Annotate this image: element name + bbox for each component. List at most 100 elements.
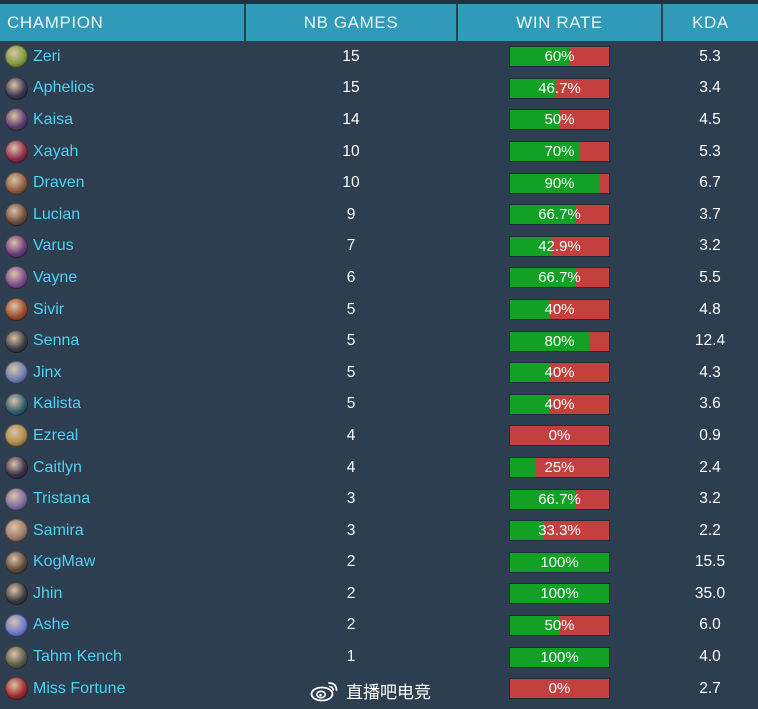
champion-name[interactable]: Kaisa (33, 110, 74, 128)
champion-name[interactable]: KogMaw (33, 553, 96, 571)
jhin-portrait-icon (5, 582, 28, 606)
header-kda[interactable]: KDA (662, 4, 758, 41)
champion-info: Lucian (0, 199, 245, 230)
champion-cell: Jinx (0, 357, 245, 389)
winrate-fill (510, 647, 609, 667)
kda-cell: 3.2 (699, 490, 721, 508)
table-row[interactable]: Jinx 5 40% 4.3 (0, 357, 758, 389)
table-row[interactable]: Jhin 2 100% 35.0 (0, 578, 758, 610)
winrate-cell: 0% (457, 673, 662, 705)
table-row[interactable]: Sivir 5 40% 4.8 (0, 294, 758, 326)
tristana-portrait-icon (5, 487, 28, 511)
kda-cell: 3.7 (699, 205, 721, 223)
champion-name[interactable]: Draven (33, 174, 85, 192)
winrate-bar: 0% (509, 425, 610, 447)
table-row[interactable]: Kaisa 14 50% 4.5 (0, 104, 758, 136)
champion-info: Draven (0, 168, 245, 199)
winrate-cell: 40% (457, 294, 662, 326)
table-row[interactable]: Samira 3 33.3% 2.2 (0, 515, 758, 547)
champion-name[interactable]: Kalista (33, 395, 82, 413)
table-row[interactable]: Caitlyn 4 25% 2.4 (0, 452, 758, 484)
table-row[interactable]: Zeri 15 60% 5.3 (0, 41, 758, 73)
winrate-bar: 42.9% (509, 235, 610, 257)
kda-cell: 3.4 (699, 79, 721, 97)
sivir-portrait-icon (5, 298, 28, 322)
kda-cell: 35.0 (694, 584, 726, 602)
champion-info: Xayah (0, 136, 245, 167)
games-cell: 15 (342, 47, 360, 65)
champion-name[interactable]: Ashe (33, 616, 70, 634)
champion-name[interactable]: Senna (33, 332, 80, 350)
header-games[interactable]: NB GAMES (245, 4, 458, 41)
champion-name[interactable]: Aphelios (33, 79, 95, 97)
table-row[interactable]: Ashe 2 50% 6.0 (0, 610, 758, 642)
table-row[interactable]: Tristana 3 66.7% 3.2 (0, 483, 758, 515)
winrate-fill (510, 521, 543, 541)
champion-cell: Vayne (0, 262, 245, 294)
winrate-label: 0% (548, 680, 571, 698)
winrate-cell: 90% (457, 167, 662, 199)
winrate-cell: 100% (457, 641, 662, 673)
champion-name[interactable]: Caitlyn (33, 458, 82, 476)
champion-info: Senna (0, 326, 245, 357)
table-row[interactable]: Aphelios 15 46.7% 3.4 (0, 73, 758, 105)
games-cell: 4 (346, 458, 356, 476)
winrate-label: 50% (544, 111, 575, 129)
champion-name[interactable]: Lucian (33, 205, 81, 223)
table-body: Zeri 15 60% 5.3 Aphelios 15 46.7% 3.4 Kaisa 14 50%… (0, 41, 758, 704)
winrate-fill (510, 268, 577, 288)
champion-name[interactable]: Sivir (33, 300, 65, 318)
games-cell: 5 (346, 300, 356, 318)
winrate-bar: 70% (509, 141, 610, 163)
table-row[interactable]: Ezreal 4 0% 0.9 (0, 420, 758, 452)
table-row[interactable]: Kalista 5 40% 3.6 (0, 389, 758, 421)
champion-cell: Xayah (0, 136, 245, 168)
table-row[interactable]: KogMaw 2 100% 15.5 (0, 547, 758, 579)
winrate-fill (510, 394, 550, 414)
champion-cell: Sivir (0, 294, 245, 326)
champion-name[interactable]: Tahm Kench (33, 648, 122, 666)
champion-cell: Kaisa (0, 104, 245, 136)
winrate-bar: 33.3% (509, 520, 610, 542)
champion-name[interactable]: Ezreal (33, 426, 79, 444)
winrate-fill (510, 584, 609, 604)
table-row[interactable]: Lucian 9 66.7% 3.7 (0, 199, 758, 231)
table-row[interactable]: Vayne 6 66.7% 5.5 (0, 262, 758, 294)
champion-name[interactable]: Varus (33, 237, 74, 255)
table-row[interactable]: Draven 10 90% 6.7 (0, 167, 758, 199)
winrate-fill (510, 615, 560, 635)
champion-info: Zeri (0, 41, 245, 72)
header-champion[interactable]: CHAMPION (0, 4, 246, 41)
kda-cell: 6.7 (699, 174, 721, 192)
champion-cell: Tahm Kench (0, 641, 245, 673)
champion-name[interactable]: Tristana (33, 490, 91, 508)
winrate-bar: 80% (509, 330, 610, 352)
champion-stats-table: CHAMPION NB GAMES WIN RATE KDA Zeri 15 6 0%… (0, 4, 758, 704)
winrate-label: 90% (544, 174, 575, 192)
table-row[interactable]: Miss Fortune 0% 2.7 (0, 673, 758, 705)
champion-cell: Aphelios (0, 73, 245, 105)
champion-name[interactable]: Jinx (33, 363, 62, 381)
winrate-cell: 66.7% (457, 483, 662, 515)
champion-info: Varus (0, 231, 245, 262)
champion-name[interactable]: Jhin (33, 584, 63, 602)
winrate-bar: 66.7% (509, 488, 610, 510)
winrate-label: 40% (544, 395, 575, 413)
champion-name[interactable]: Xayah (33, 142, 79, 160)
games-cell: 6 (346, 268, 356, 286)
champion-name[interactable]: Samira (33, 521, 84, 539)
header-winrate[interactable]: WIN RATE (457, 4, 663, 41)
champion-name[interactable]: Vayne (33, 268, 78, 286)
champion-cell: Senna (0, 325, 245, 357)
table-row[interactable]: Xayah 10 70% 5.3 (0, 136, 758, 168)
kda-cell: 12.4 (694, 332, 726, 350)
table-row[interactable]: Varus 7 42.9% 3.2 (0, 231, 758, 263)
winrate-label: 70% (544, 143, 575, 161)
champion-name[interactable]: Zeri (33, 47, 61, 65)
games-cell: 2 (346, 584, 356, 602)
champion-name[interactable]: Miss Fortune (33, 679, 126, 697)
table-row[interactable]: Senna 5 80% 12.4 (0, 325, 758, 357)
table-row[interactable]: Tahm Kench 1 100% 4.0 (0, 641, 758, 673)
winrate-cell: 80% (457, 325, 662, 357)
games-cell: 14 (342, 110, 360, 128)
